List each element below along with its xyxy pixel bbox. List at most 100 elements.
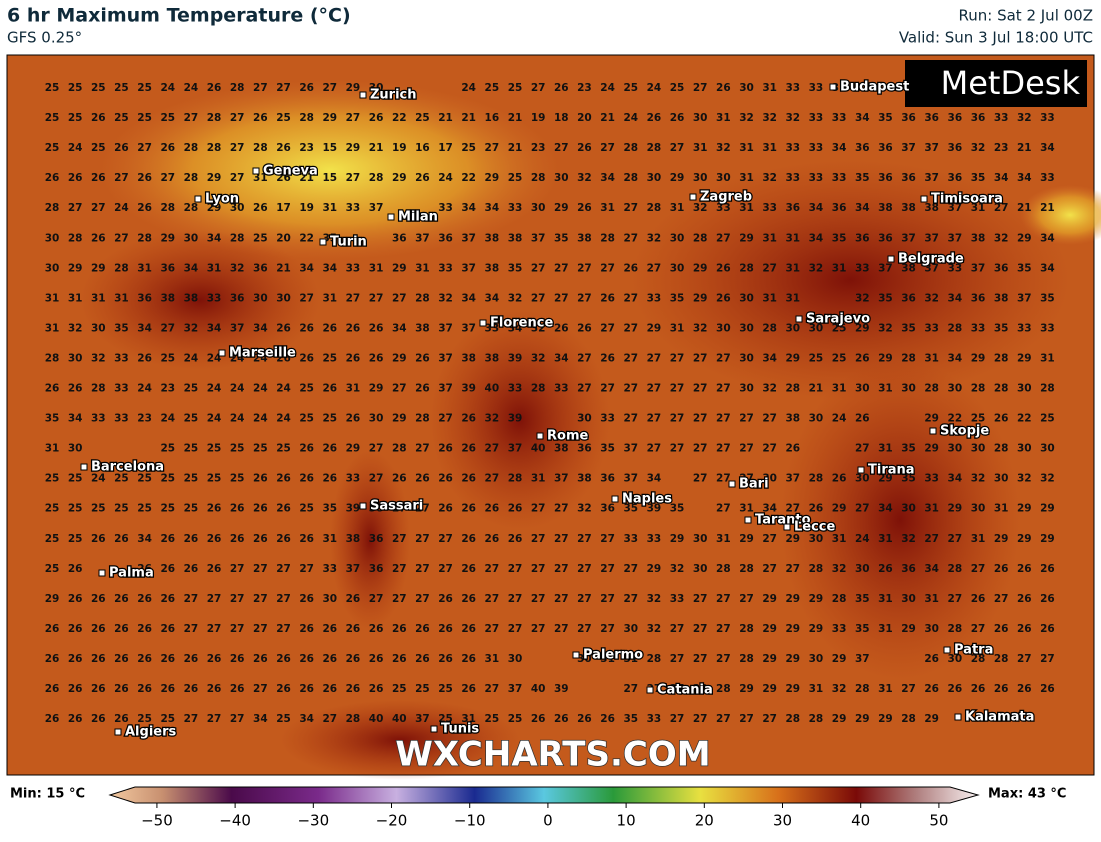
city-marker	[611, 495, 619, 503]
grid-value: 27	[322, 82, 337, 94]
grid-value: 23	[531, 142, 546, 154]
grid-value: 25	[45, 563, 60, 575]
grid-value: 26	[276, 142, 291, 154]
grid-value: 29	[346, 142, 361, 154]
valid: Valid: Sun 3 Jul 18:00 UTC	[899, 29, 1093, 47]
grid-value: 32	[693, 322, 708, 334]
grid-value: 26	[299, 653, 314, 665]
grid-value: 38	[901, 262, 916, 274]
grid-value: 32	[762, 172, 777, 184]
grid-value: 35	[878, 292, 893, 304]
city-marker	[572, 651, 580, 659]
grid-value: 19	[392, 142, 407, 154]
grid-value: 21	[508, 142, 523, 154]
colorbar-tick-label: 50	[929, 812, 948, 830]
grid-value: 37	[901, 142, 916, 154]
grid-value: 32	[184, 322, 199, 334]
grid-value: 25	[68, 112, 83, 124]
grid-value: 32	[832, 683, 847, 695]
grid-value: 27	[855, 503, 870, 515]
grid-value: 24	[623, 112, 638, 124]
grid-value: 30	[809, 533, 824, 545]
grid-value: 29	[670, 172, 685, 184]
grid-value: 26	[322, 383, 337, 395]
grid-value: 26	[1017, 623, 1032, 635]
grid-value: 33	[114, 383, 129, 395]
grid-value: 32	[762, 112, 777, 124]
grid-value: 30	[762, 473, 777, 485]
grid-value: 25	[207, 443, 222, 455]
grid-value: 38	[994, 292, 1009, 304]
grid-value: 34	[809, 232, 824, 244]
colorbar-tick-label: −40	[219, 812, 251, 830]
grid-value: 29	[832, 503, 847, 515]
grid-value: 26	[253, 533, 268, 545]
grid-value: 27	[647, 262, 662, 274]
grid-value: 29	[739, 533, 754, 545]
grid-value: 27	[531, 593, 546, 605]
grid-value: 36	[600, 473, 615, 485]
grid-value: 26	[207, 533, 222, 545]
grid-value: 27	[577, 292, 592, 304]
grid-value: 31	[878, 623, 893, 635]
grid-value: 32	[508, 292, 523, 304]
grid-value: 36	[948, 142, 963, 154]
grid-value: 26	[508, 503, 523, 515]
min-label: Min: 15 °C	[10, 787, 85, 802]
grid-value: 26	[461, 593, 476, 605]
grid-value: 27	[762, 413, 777, 425]
grid-value: 36	[948, 172, 963, 184]
grid-value: 28	[184, 202, 199, 214]
grid-value: 27	[739, 593, 754, 605]
grid-value: 26	[485, 503, 500, 515]
grid-value: 26	[230, 533, 245, 545]
grid-value: 29	[855, 713, 870, 725]
grid-value: 33	[1040, 112, 1055, 124]
grid-value: 38	[184, 292, 199, 304]
grid-value: 35	[600, 443, 615, 455]
grid-value: 37	[901, 232, 916, 244]
grid-value: 27	[716, 352, 731, 364]
grid-value: 27	[762, 443, 777, 455]
grid-value: 38	[577, 232, 592, 244]
grid-value: 32	[485, 413, 500, 425]
grid-value: 33	[114, 352, 129, 364]
grid-value: 29	[878, 352, 893, 364]
grid-value: 25	[971, 413, 986, 425]
city-label: Florence	[490, 316, 553, 331]
grid-value: 26	[554, 82, 569, 94]
grid-value: 26	[994, 623, 1009, 635]
grid-value: 33	[647, 713, 662, 725]
grid-value: 36	[901, 112, 916, 124]
grid-value: 31	[785, 292, 800, 304]
grid-value: 38	[160, 292, 175, 304]
grid-value: 38	[461, 352, 476, 364]
grid-value: 26	[160, 533, 175, 545]
grid-value: 33	[485, 322, 500, 334]
grid-value: 27	[901, 683, 916, 695]
grid-value: 27	[623, 413, 638, 425]
grid-value: 29	[554, 202, 569, 214]
grid-value: 30	[739, 322, 754, 334]
grid-value: 27	[577, 533, 592, 545]
grid-value: 27	[623, 202, 638, 214]
grid-value: 26	[994, 563, 1009, 575]
grid-value: 26	[299, 352, 314, 364]
grid-value: 27	[508, 563, 523, 575]
grid-value: 30	[971, 503, 986, 515]
grid-value: 33	[832, 623, 847, 635]
grid-value: 27	[623, 292, 638, 304]
grid-value: 33	[809, 172, 824, 184]
grid-value: 26	[114, 683, 129, 695]
grid-value: 36	[948, 112, 963, 124]
grid-value: 25	[485, 82, 500, 94]
grid-value: 38	[346, 533, 361, 545]
grid-value: 31	[346, 383, 361, 395]
city-label: Belgrade	[898, 252, 964, 267]
grid-value: 40	[531, 683, 546, 695]
grid-value: 26	[160, 653, 175, 665]
grid-value: 34	[299, 262, 314, 274]
grid-value: 34	[485, 292, 500, 304]
grid-value: 37	[924, 172, 939, 184]
grid-value: 37	[623, 443, 638, 455]
